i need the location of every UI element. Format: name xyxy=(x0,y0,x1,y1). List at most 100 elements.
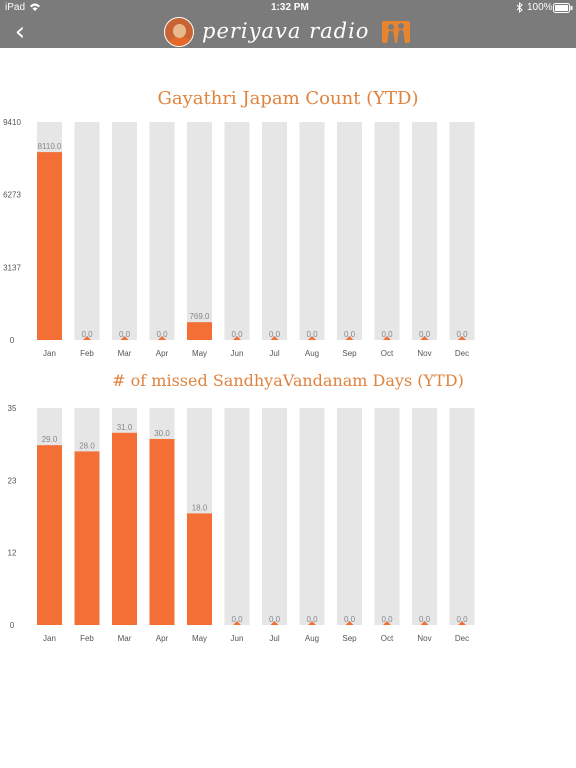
data-label-dec: 0.0 xyxy=(456,330,468,339)
chart1-title: Gayathri Japam Count (YTD) xyxy=(157,88,419,109)
zero-marker-apr xyxy=(158,336,166,340)
y-tick-label: 0 xyxy=(10,621,15,630)
zero-marker-jun xyxy=(233,336,241,340)
data-label-mar: 31.0 xyxy=(117,423,133,432)
bar-track-oct xyxy=(374,408,400,625)
bar-track-jul xyxy=(262,408,287,625)
guru-avatar-icon xyxy=(164,17,194,47)
app-logo: periyava radio xyxy=(164,17,414,47)
bar-track-sep xyxy=(337,122,362,340)
bar-apr xyxy=(149,439,175,625)
x-tick-label-apr: Apr xyxy=(156,634,169,643)
y-tick-label: 3137 xyxy=(3,263,21,272)
x-tick-label-jun: Jun xyxy=(231,349,244,358)
wifi-icon xyxy=(29,2,41,16)
data-label-sep: 0.0 xyxy=(344,615,356,624)
x-tick-label-may: May xyxy=(192,634,207,643)
zero-marker-jul xyxy=(270,336,279,340)
bar-track-jun xyxy=(224,122,250,340)
x-tick-label-feb: Feb xyxy=(80,634,94,643)
zero-marker-sep xyxy=(345,336,354,340)
zero-marker-feb xyxy=(83,336,91,340)
zero-marker-sep xyxy=(345,621,354,625)
bar-track-mar xyxy=(112,122,137,340)
data-label-jun: 0.0 xyxy=(231,330,243,339)
zero-marker-dec xyxy=(458,621,466,625)
battery-icon xyxy=(553,3,573,17)
data-label-may: 769.0 xyxy=(189,312,210,321)
x-tick-label-oct: Oct xyxy=(381,349,394,358)
zero-marker-aug xyxy=(308,621,316,625)
bar-jan xyxy=(37,445,62,625)
bar-track-dec xyxy=(449,408,475,625)
gayathri-japam-chart: 9410 6273 3137 0 8110.0 Jan 0.0 Feb 0.0 Mar 0.0 Apr… xyxy=(3,118,475,358)
x-tick-label-nov: Nov xyxy=(417,634,431,643)
data-label-aug: 0.0 xyxy=(306,615,318,624)
zero-marker-oct xyxy=(383,336,391,340)
x-tick-label-jun: Jun xyxy=(231,634,244,643)
x-tick-label-jul: Jul xyxy=(269,634,279,643)
zero-marker-jun xyxy=(233,621,241,625)
x-tick-label-oct: Oct xyxy=(381,634,394,643)
y-tick-label: 23 xyxy=(8,476,17,485)
bar-track-sep xyxy=(337,408,362,625)
missed-sandhyavandanam-chart: 35 23 12 0 29.0 Jan 28.0 Feb 31.0 Mar 30.0 Apr 18.0 M… xyxy=(8,404,475,643)
x-tick-label-dec: Dec xyxy=(455,349,469,358)
zero-marker-mar xyxy=(120,336,129,340)
data-label-feb: 0.0 xyxy=(81,330,93,339)
x-tick-label-dec: Dec xyxy=(455,634,469,643)
data-label-jul: 0.0 xyxy=(269,615,281,624)
data-label-mar: 0.0 xyxy=(119,330,131,339)
battery-percent: 100% xyxy=(527,2,553,13)
zero-marker-aug xyxy=(308,336,316,340)
data-label-jan: 8110.0 xyxy=(38,142,62,151)
zero-marker-oct xyxy=(383,621,391,625)
data-label-sep: 0.0 xyxy=(344,330,356,339)
data-label-oct: 0.0 xyxy=(381,615,393,624)
bar-jan xyxy=(37,152,62,340)
data-label-jan: 29.0 xyxy=(42,435,58,444)
y-tick-label: 12 xyxy=(8,549,17,558)
data-label-dec: 0.0 xyxy=(456,615,468,624)
bar-may xyxy=(187,513,212,625)
zero-marker-jul xyxy=(270,621,279,625)
bluetooth-icon xyxy=(516,1,523,17)
bar-track-jul xyxy=(262,122,287,340)
y-tick-label: 35 xyxy=(8,404,17,413)
data-label-apr: 0.0 xyxy=(156,330,168,339)
bar-mar xyxy=(112,432,137,625)
data-label-jun: 0.0 xyxy=(231,615,243,624)
x-tick-label-may: May xyxy=(192,349,207,358)
y-tick-label: 6273 xyxy=(3,191,21,200)
data-label-nov: 0.0 xyxy=(419,615,431,624)
data-label-feb: 28.0 xyxy=(79,441,95,450)
bar-track-nov xyxy=(412,408,437,625)
x-tick-label-apr: Apr xyxy=(156,349,169,358)
data-label-may: 18.0 xyxy=(192,503,208,512)
data-label-jul: 0.0 xyxy=(269,330,281,339)
x-tick-label-mar: Mar xyxy=(118,349,132,358)
chart2-title: # of missed SandhyaVandanam Days (YTD) xyxy=(112,371,464,390)
carrier-label: iPad xyxy=(5,2,26,13)
status-bar: iPad 1:32 PM 100% xyxy=(0,0,576,16)
y-tick-label: 9410 xyxy=(3,118,21,127)
x-tick-label-jan: Jan xyxy=(43,349,56,358)
data-label-apr: 30.0 xyxy=(154,429,170,438)
x-tick-label-sep: Sep xyxy=(342,349,357,358)
bar-may xyxy=(187,322,212,340)
clock: 1:32 PM xyxy=(271,2,309,13)
bar-feb xyxy=(74,451,100,625)
bar-track-may xyxy=(187,122,212,340)
zero-marker-nov xyxy=(420,336,429,340)
y-tick-label: 0 xyxy=(10,336,15,345)
x-tick-label-aug: Aug xyxy=(305,634,319,643)
data-label-nov: 0.0 xyxy=(419,330,431,339)
x-tick-label-nov: Nov xyxy=(417,349,431,358)
devotee-silhouette-icon xyxy=(382,21,410,43)
x-tick-label-mar: Mar xyxy=(118,634,132,643)
back-button[interactable]: ‹ xyxy=(6,18,34,46)
bar-track-aug xyxy=(299,122,325,340)
nav-bar: ‹ periyava radio xyxy=(0,16,576,48)
x-tick-label-sep: Sep xyxy=(342,634,357,643)
x-tick-label-aug: Aug xyxy=(305,349,319,358)
